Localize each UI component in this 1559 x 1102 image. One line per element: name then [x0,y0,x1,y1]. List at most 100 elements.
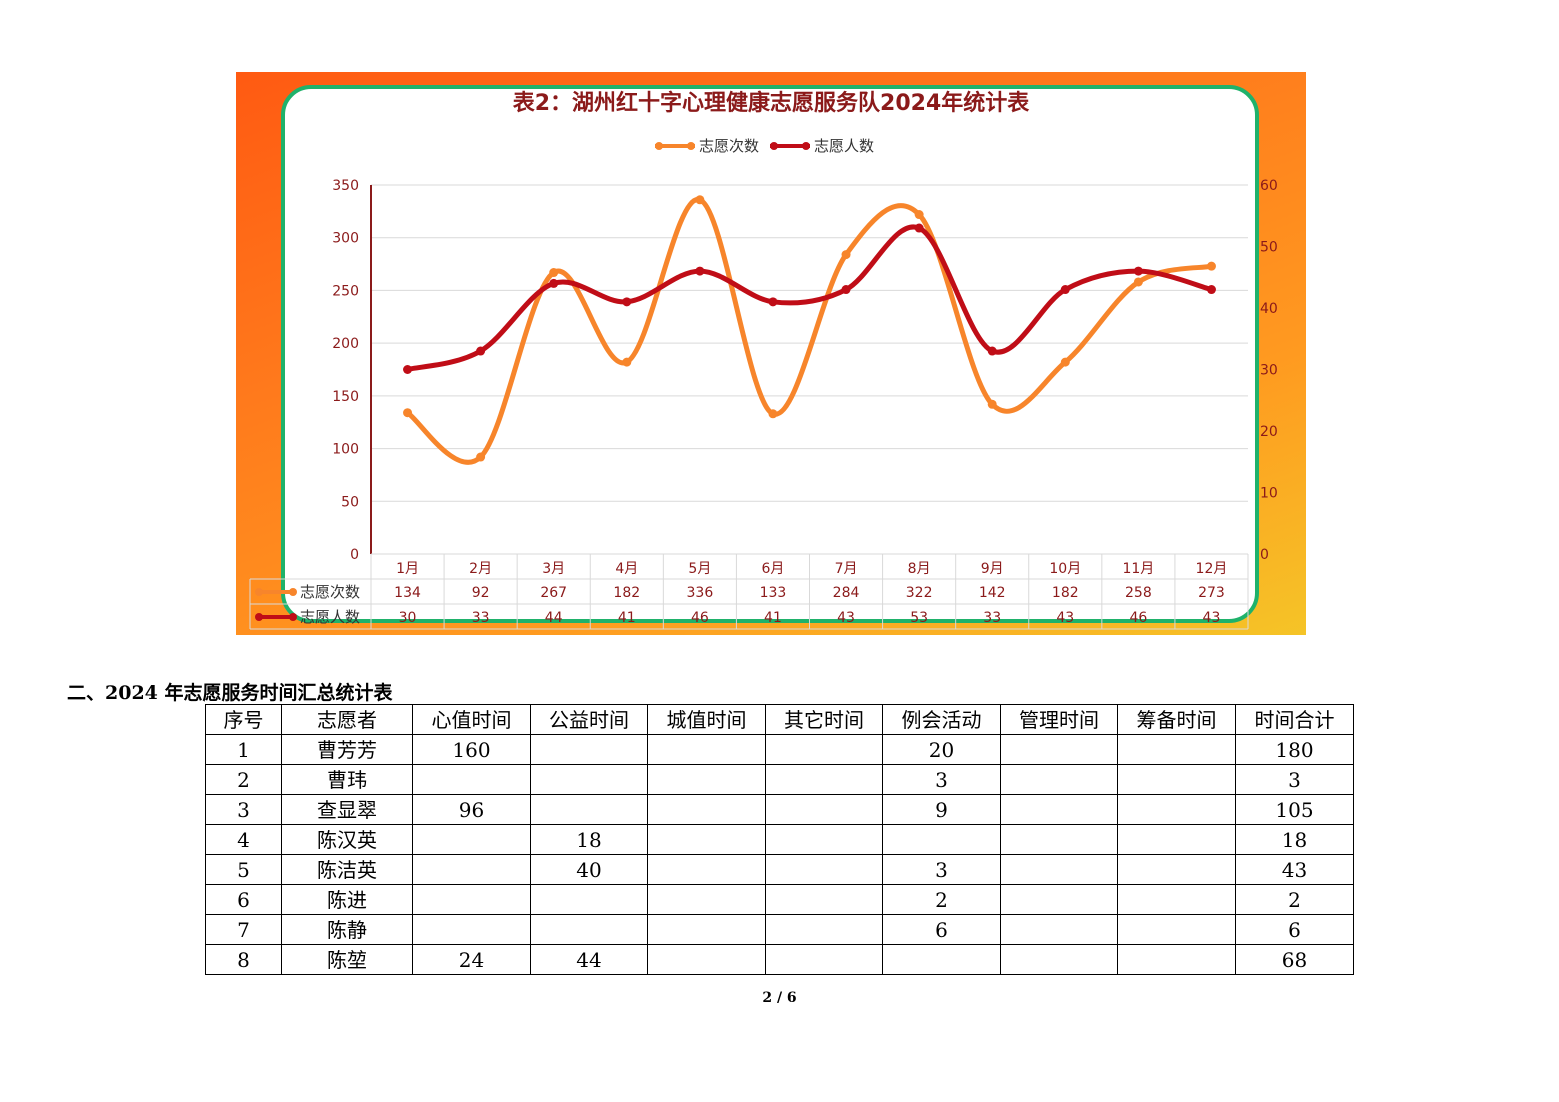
table-cell: 43 [1235,854,1354,885]
table-cell [1000,794,1118,825]
table-cell [412,854,531,885]
chart-title: 表2：湖州红十字心理健康志愿服务队2024年统计表 [513,90,1031,116]
table-cell [1000,824,1118,855]
table-cell: 44 [530,944,648,975]
table-cell [530,734,648,765]
data-table-value: 133 [760,585,787,601]
table-cell [765,944,883,975]
table-cell [1117,854,1236,885]
table-cell [765,914,883,945]
y-right-tick-label: 20 [1260,424,1278,440]
data-table-value: 336 [687,585,714,601]
table-cell [1117,764,1236,795]
x-tick-label: 4月 [615,561,638,577]
data-point [841,285,851,295]
table-cell: 20 [882,734,1001,765]
table-row: 7 陈静 6 6 [205,914,1354,945]
data-table-value: 43 [1056,610,1074,626]
table-cell: 2 [882,884,1001,915]
table-row: 6 陈进 2 2 [205,884,1354,915]
table-row: 4 陈汉英 18 18 [205,824,1354,855]
table-cell [765,854,883,885]
data-point [549,278,559,288]
table-cell [1117,824,1236,855]
volunteer-chart: 表2：湖州红十字心理健康志愿服务队2024年统计表 志愿次数 志愿人数 05010… [249,90,1278,630]
table-cell: 查显翠 [281,794,413,825]
table-cell [1000,734,1118,765]
table-cell: 24 [412,944,531,975]
data-table-value: 284 [833,585,860,601]
series-line [405,197,1214,465]
table-cell [647,734,766,765]
table-cell: 陈静 [281,914,413,945]
table-cell: 3 [205,794,282,825]
table-row: 8 陈堃 24 44 68 [205,944,1354,975]
table-cell: 96 [412,794,531,825]
table-cell: 68 [1235,944,1354,975]
column-header: 时间合计 [1235,704,1354,735]
x-tick-label: 2月 [469,561,492,577]
table-row: 3 查显翠 96 9 105 [205,794,1354,825]
data-point [695,266,705,276]
column-header: 公益时间 [530,704,648,735]
table-cell: 陈洁英 [281,854,413,885]
y-left-tick-label: 300 [332,231,359,247]
table-cell [1117,734,1236,765]
data-table-value: 46 [1129,610,1147,626]
table-cell: 6 [205,884,282,915]
x-tick-label: 1月 [396,561,419,577]
column-header: 序号 [205,704,282,735]
data-point [1206,285,1216,295]
column-header: 其它时间 [765,704,883,735]
data-point [476,346,486,356]
section-heading: 二、2024 年志愿服务时间汇总统计表 [67,682,393,704]
table-cell [765,764,883,795]
data-point [403,408,413,418]
y-right-tick-label: 0 [1260,547,1269,563]
data-table-value: 43 [837,610,855,626]
table-cell: 4 [205,824,282,855]
y-right-tick-label: 10 [1260,486,1278,502]
table-cell [1000,884,1118,915]
table-cell: 3 [882,764,1001,795]
data-point [768,297,778,307]
table-cell: 曹玮 [281,764,413,795]
y-right-tick-label: 60 [1260,178,1278,194]
table-row: 5 陈洁英 40 3 43 [205,854,1354,885]
chart-legend: 志愿次数 志愿人数 [655,137,874,155]
legend-marker [655,142,663,150]
table-cell [412,764,531,795]
y-left-tick-label: 250 [332,283,359,299]
table-cell: 3 [882,854,1001,885]
y-left-tick-label: 350 [332,178,359,194]
table-cell: 2 [205,764,282,795]
data-table-value: 142 [979,585,1006,601]
table-cell [412,884,531,915]
table-cell [1117,884,1236,915]
data-point [1206,261,1216,271]
y-left-tick-label: 50 [341,494,359,510]
table-cell [765,824,883,855]
data-point [987,346,997,356]
column-header: 管理时间 [1000,704,1118,735]
data-table-value: 46 [691,610,709,626]
x-tick-label: 11月 [1122,561,1154,577]
data-point [914,210,924,220]
table-cell [647,824,766,855]
table-cell [1000,944,1118,975]
table-cell [412,824,531,855]
legend-label: 志愿人数 [814,137,874,155]
data-point [914,223,924,233]
table-cell [530,914,648,945]
table-cell [530,884,648,915]
x-tick-label: 5月 [688,561,711,577]
table-cell: 1 [205,734,282,765]
data-table-value: 33 [472,610,490,626]
legend-label: 志愿次数 [699,137,759,155]
data-table-value: 182 [1052,585,1079,601]
data-point [403,365,413,374]
data-table-value: 182 [613,585,640,601]
table-series-label: 志愿人数 [300,608,360,626]
column-header: 城值时间 [647,704,766,735]
table-cell: 6 [882,914,1001,945]
